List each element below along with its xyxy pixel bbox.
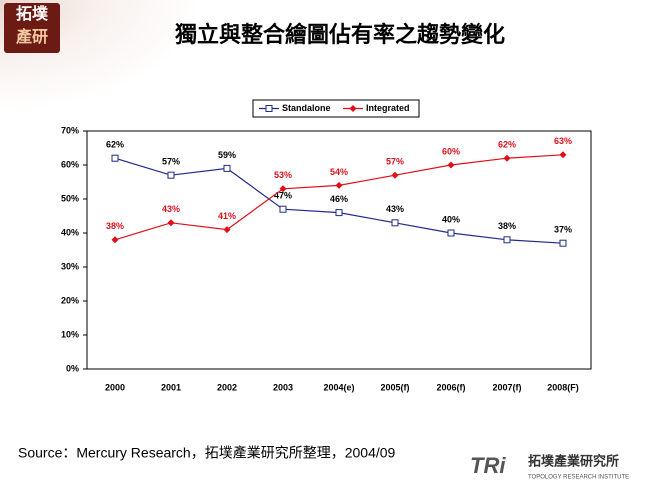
chart: 0% 10% 20% 30% 40% 50% 60% 70% 2000 2001 2002 2003 2… bbox=[61, 99, 579, 392]
value-label: 60% bbox=[442, 146, 460, 156]
marker bbox=[223, 226, 231, 234]
y-tick-label: 30% bbox=[61, 261, 79, 271]
legend-label: Standalone bbox=[282, 103, 331, 113]
value-label: 38% bbox=[498, 221, 516, 231]
marker bbox=[167, 171, 175, 179]
y-tick-label: 0% bbox=[66, 363, 79, 373]
marker bbox=[111, 236, 119, 244]
marker bbox=[559, 239, 567, 247]
marker bbox=[391, 219, 399, 227]
marker bbox=[335, 181, 343, 189]
x-tick-label: 2004(e) bbox=[323, 382, 354, 392]
value-label: 62% bbox=[106, 140, 124, 150]
marker bbox=[559, 151, 567, 159]
legend-marker bbox=[265, 105, 273, 112]
x-tick-label: 2007(f) bbox=[492, 382, 521, 392]
legend-label: Integrated bbox=[366, 103, 410, 113]
value-label: 37% bbox=[554, 225, 572, 235]
value-label: 53% bbox=[274, 170, 292, 180]
marker bbox=[447, 161, 455, 169]
y-tick-label: 20% bbox=[61, 295, 79, 305]
marker bbox=[111, 154, 119, 162]
y-tick-label: 10% bbox=[61, 329, 79, 339]
x-tick-label: 2008(F) bbox=[547, 382, 579, 392]
logo-box bbox=[4, 3, 60, 53]
x-tick-label: 2000 bbox=[105, 382, 125, 392]
value-label: 63% bbox=[554, 136, 572, 146]
marker bbox=[167, 219, 175, 227]
y-tick-label: 50% bbox=[61, 193, 79, 203]
y-tick-label: 60% bbox=[61, 159, 79, 169]
value-label: 40% bbox=[442, 214, 460, 224]
marker bbox=[335, 209, 343, 217]
value-label: 46% bbox=[330, 194, 348, 204]
y-tick-label: 70% bbox=[61, 125, 79, 135]
logo-mark: TRi bbox=[470, 453, 506, 478]
legend-marker bbox=[349, 105, 357, 112]
value-label: 38% bbox=[106, 221, 124, 231]
logo-text: 拓墣 bbox=[16, 4, 48, 23]
x-tick-label: 2005(f) bbox=[380, 382, 409, 392]
value-label: 47% bbox=[274, 191, 292, 201]
marker bbox=[447, 229, 455, 237]
x-tick-label: 2001 bbox=[161, 382, 181, 392]
x-tick-label: 2002 bbox=[217, 382, 237, 392]
marker bbox=[279, 185, 287, 193]
value-label: 43% bbox=[386, 204, 404, 214]
marker bbox=[503, 154, 511, 162]
legend-box bbox=[252, 99, 420, 118]
value-label: 59% bbox=[218, 150, 236, 160]
y-tick-label: 40% bbox=[61, 227, 79, 237]
x-tick-label: 2006(f) bbox=[436, 382, 465, 392]
source: Source：Mercury Research，拓墣產業研究所整理，2004/0… bbox=[18, 445, 396, 461]
logo-english: TOPOLOGY RESEARCH INSTITUTE bbox=[528, 475, 629, 481]
value-label: 43% bbox=[162, 204, 180, 214]
marker bbox=[503, 236, 511, 244]
plot-area bbox=[86, 130, 592, 370]
value-label: 62% bbox=[498, 140, 516, 150]
x-tick-label: 2003 bbox=[273, 382, 293, 392]
logo-text: 產研 bbox=[16, 27, 48, 46]
marker bbox=[223, 164, 231, 172]
value-label: 57% bbox=[162, 157, 180, 167]
marker bbox=[391, 171, 399, 179]
value-label: 41% bbox=[218, 211, 236, 221]
logo-name: 拓墣產業研究所 bbox=[528, 453, 619, 468]
value-label: 57% bbox=[386, 157, 404, 167]
value-label: 54% bbox=[330, 167, 348, 177]
marker bbox=[279, 205, 287, 213]
chart-title: 獨立與整合繪圖佔有率之趨勢變化 bbox=[174, 22, 505, 48]
